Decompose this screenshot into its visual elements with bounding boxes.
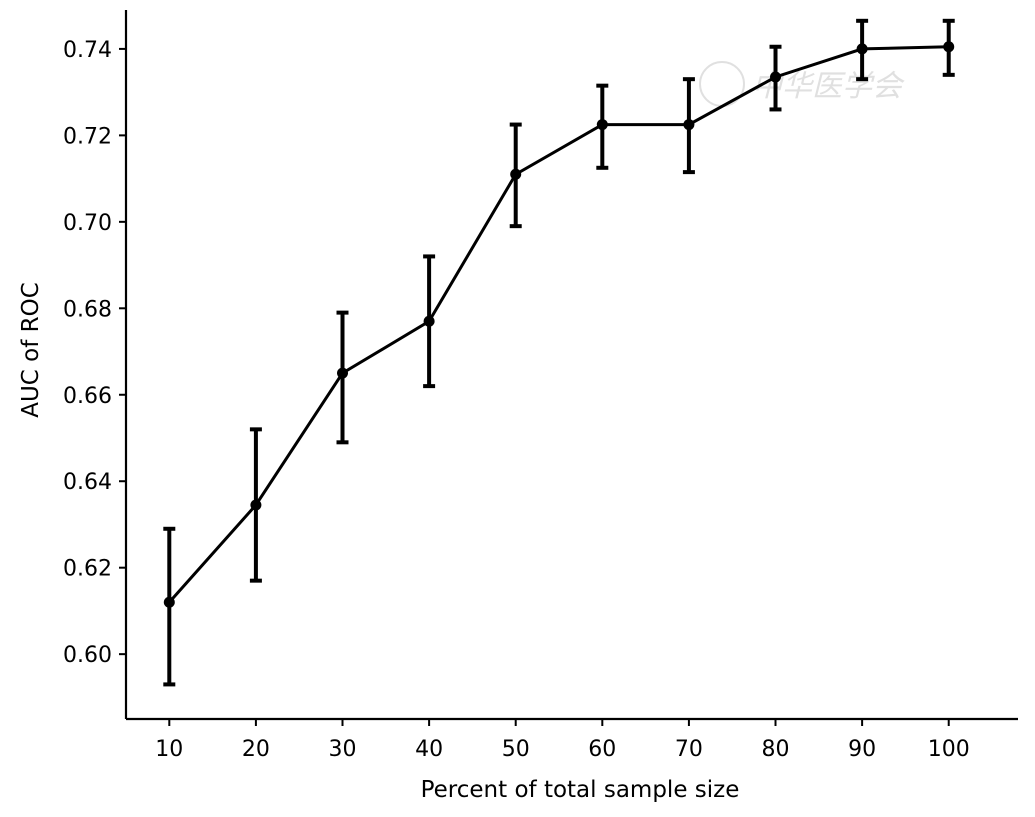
y-tick-label: 0.68 xyxy=(63,297,112,322)
x-tick-label: 80 xyxy=(762,737,790,762)
y-tick-label: 0.70 xyxy=(63,211,112,236)
data-point xyxy=(163,596,175,608)
y-axis-label: AUC of ROC xyxy=(18,282,44,418)
axes xyxy=(124,10,1018,721)
series-line xyxy=(168,45,949,604)
x-tick-label: 60 xyxy=(588,737,616,762)
y-tick-label: 0.72 xyxy=(63,124,112,149)
y-tick-label: 0.66 xyxy=(63,384,112,409)
data-point xyxy=(943,41,955,53)
y-tick-label: 0.60 xyxy=(63,643,112,668)
x-tick-label: 40 xyxy=(415,737,443,762)
y-tick-label: 0.64 xyxy=(63,470,112,495)
series xyxy=(163,18,955,687)
series-0 xyxy=(163,18,955,687)
x-tick-label: 90 xyxy=(848,737,876,762)
x-tick-label: 10 xyxy=(155,737,183,762)
data-point xyxy=(683,119,695,131)
data-point xyxy=(596,119,608,131)
x-axis-label: Percent of total sample size xyxy=(421,777,740,803)
x-tick-label: 50 xyxy=(502,737,530,762)
ticks: 10 20 30 40 50 60 70 80 90 100 0.60 0.62 0.64 0.66 0.6… xyxy=(63,38,970,762)
x-tick-label: 70 xyxy=(675,737,703,762)
data-point xyxy=(250,499,262,511)
x-tick-label: 20 xyxy=(242,737,270,762)
x-tick-label: 100 xyxy=(928,737,970,762)
data-point xyxy=(423,315,435,327)
data-point xyxy=(770,71,782,83)
y-tick-label: 0.74 xyxy=(63,38,112,63)
data-point xyxy=(510,168,522,180)
x-tick-label: 30 xyxy=(329,737,357,762)
data-point xyxy=(856,43,868,55)
data-point xyxy=(337,367,349,379)
y-tick-label: 0.62 xyxy=(63,557,112,582)
